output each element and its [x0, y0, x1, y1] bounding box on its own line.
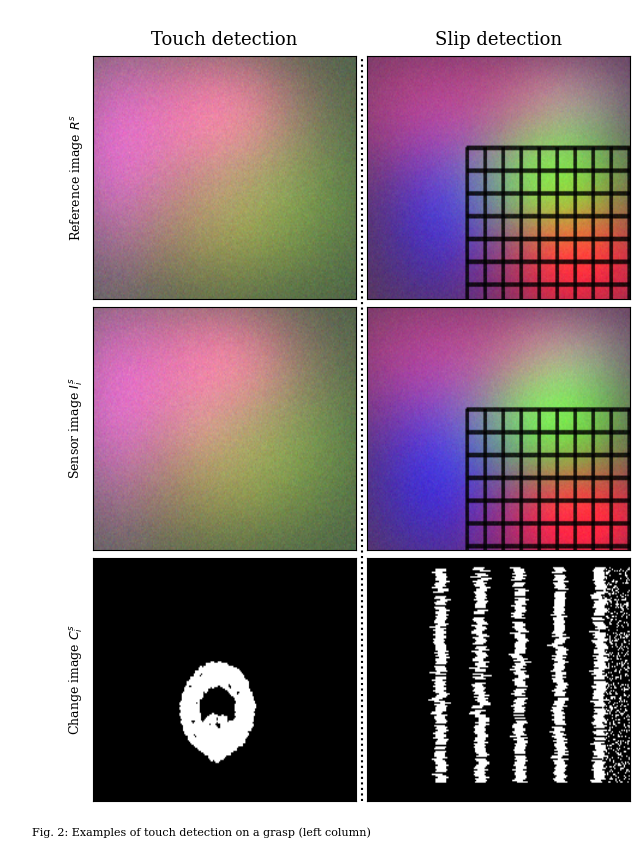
Text: Change image $C_i^s$: Change image $C_i^s$: [67, 625, 85, 735]
Text: Reference image $R^s$: Reference image $R^s$: [68, 113, 85, 241]
Text: Touch detection: Touch detection: [151, 31, 298, 49]
Text: Fig. 2: Examples of touch detection on a grasp (left column): Fig. 2: Examples of touch detection on a…: [32, 828, 371, 838]
Text: Slip detection: Slip detection: [435, 31, 563, 49]
Text: Sensor image $I_i^s$: Sensor image $I_i^s$: [67, 378, 85, 479]
